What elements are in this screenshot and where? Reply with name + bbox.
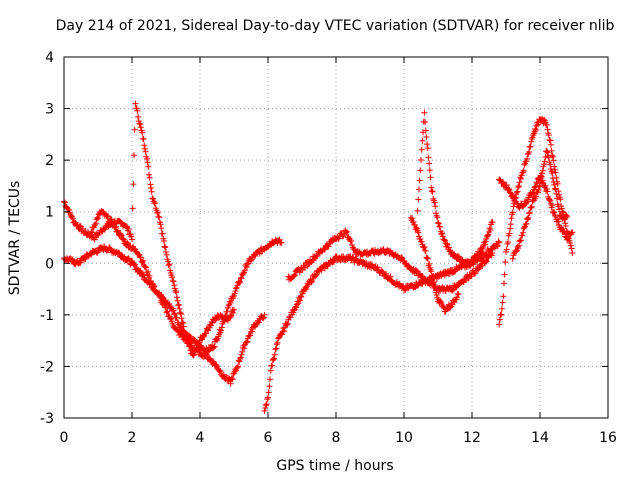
y-tick-label: -2 — [40, 359, 54, 375]
series-track-g — [407, 214, 462, 315]
x-axis-label: GPS time / hours — [276, 458, 393, 474]
y-tick-label: -3 — [40, 411, 54, 427]
series-track-j — [509, 148, 571, 262]
marker-path-track-g — [407, 214, 462, 315]
series-track-i — [496, 172, 576, 243]
series-track-e — [285, 227, 496, 295]
marker-path-track-d — [261, 238, 503, 414]
x-tick-label: 2 — [128, 430, 137, 446]
x-tick-label: 6 — [264, 430, 273, 446]
x-tick-label: 4 — [196, 430, 205, 446]
y-tick-label: 2 — [45, 153, 54, 169]
x-tick-label: 16 — [599, 430, 617, 446]
series-track-c — [88, 208, 268, 387]
data-points — [61, 100, 576, 414]
x-tick-label: 8 — [332, 430, 341, 446]
grid-lines — [64, 57, 608, 418]
series-track-f — [414, 109, 496, 267]
y-tick-label: 1 — [45, 205, 54, 221]
x-tick-label: 14 — [531, 430, 549, 446]
x-tick-label: 0 — [60, 430, 69, 446]
y-tick-label: 0 — [45, 256, 54, 272]
marker-path-track-e — [285, 227, 496, 295]
x-tick-label: 12 — [463, 430, 481, 446]
marker-path-track-c — [88, 208, 268, 387]
marker-path-track-i — [496, 172, 576, 243]
x-tick-label: 10 — [395, 430, 413, 446]
marker-path-track-f — [414, 109, 496, 267]
chart-title: Day 214 of 2021, Sidereal Day-to-day VTE… — [56, 18, 615, 34]
y-axis-label: SDTVAR / TECUs — [7, 181, 23, 296]
marker-path-track-j — [509, 148, 571, 262]
y-tick-label: 3 — [45, 102, 54, 118]
y-tick-label: -1 — [40, 308, 54, 324]
series-track-d — [261, 238, 503, 414]
y-tick-label: 4 — [45, 50, 54, 66]
